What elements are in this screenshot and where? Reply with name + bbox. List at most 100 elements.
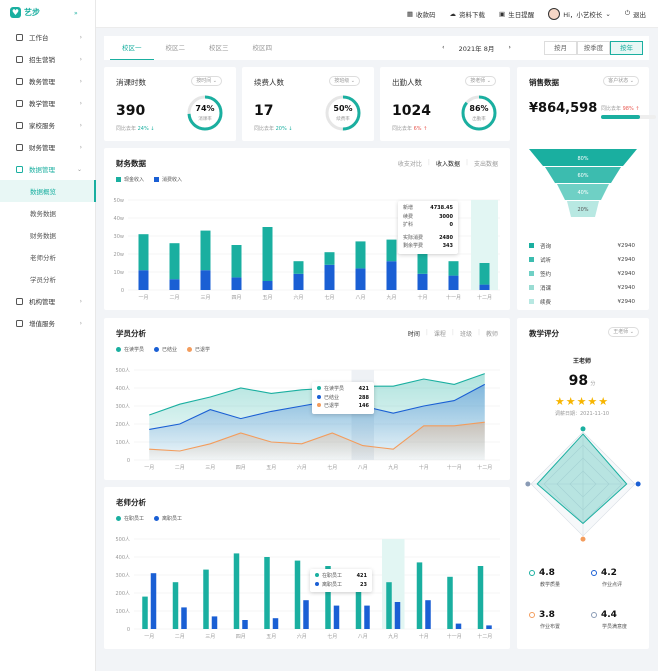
bar-consume	[200, 270, 211, 290]
bar-consume	[262, 281, 273, 290]
download-link[interactable]: ☁ 资料下载	[450, 9, 486, 19]
kpi-ring: 50% 续费率	[324, 94, 362, 132]
finance-card: 财务数据 收支对比 | 收入数据 | 支出数据 现金收入 消费收入 0 10w 20w 3…	[104, 148, 510, 310]
tab-income[interactable]: 收入数据	[435, 161, 460, 168]
legend-item[interactable]: 已结业	[154, 346, 177, 353]
tab-campus-1[interactable]: 校区一	[110, 36, 154, 60]
sidebar-item-org[interactable]: 机构管理 ›	[0, 290, 96, 312]
tooltip-row: 剩余学费 343	[403, 242, 453, 251]
tooltip-value: 146	[358, 403, 369, 409]
tooltip-value: 343	[442, 243, 453, 249]
y-tick-label: 200人	[115, 591, 130, 597]
period-quarter-button[interactable]: 按季度	[577, 41, 610, 55]
tab-teacher[interactable]: 教师	[485, 331, 498, 338]
bar-consume	[479, 284, 490, 290]
tab-class[interactable]: 班级	[459, 331, 472, 338]
legend-item[interactable]: 在读学员	[116, 346, 144, 353]
tab-time[interactable]: 时间	[407, 331, 420, 338]
kpi-compare-label: 同比去年	[392, 126, 413, 132]
kpi-title: 消课时数	[116, 78, 146, 87]
sales-compare-label: 同比去年	[601, 106, 622, 112]
sidebar-subitem-overview[interactable]: 数据概览	[0, 180, 96, 202]
sidebar-subitem-academic-data[interactable]: 教务数据	[30, 210, 56, 218]
sidebar-item-academic[interactable]: 教务管理 ›	[0, 70, 96, 92]
x-tick-label: 一月	[138, 295, 148, 301]
birthday-label: 生日提醒	[508, 10, 535, 19]
period-month-button[interactable]: 按月	[544, 41, 577, 55]
legend-item[interactable]: 现金收入	[116, 176, 144, 183]
tab-compare[interactable]: 收支对比	[397, 161, 422, 168]
bar-consume	[324, 264, 335, 290]
x-tick-label: 七月	[327, 464, 337, 471]
legend-label: 离职员工	[162, 516, 183, 522]
x-tick-label: 十二月	[477, 294, 492, 301]
list-item: 续费 ¥2940	[529, 295, 635, 309]
user-menu[interactable]: Hi，小艺校长 ⌄	[548, 7, 611, 20]
sidebar-item-value-added[interactable]: 增值服务 ›	[0, 312, 96, 334]
tab-campus-4[interactable]: 校区四	[252, 44, 273, 52]
sales-compare-value: 98% ↑	[622, 106, 640, 112]
funnel-label-4: 20%	[577, 207, 588, 213]
tooltip-value: 421	[358, 386, 369, 392]
next-month-icon[interactable]: ›	[508, 43, 511, 51]
gift-icon: ▣	[499, 9, 506, 18]
kpi-value: 17	[254, 103, 274, 119]
list-item: 试听 ¥2940	[529, 253, 635, 267]
chevron-down-icon: ⌄	[76, 165, 82, 173]
funnel-level-2	[545, 167, 621, 183]
kpi-filter-select[interactable]: 按班级 ⌄	[329, 76, 360, 86]
data-icon	[16, 165, 23, 173]
rating-radar-chart	[525, 426, 641, 542]
tab-expense[interactable]: 支出数据	[473, 161, 498, 168]
tab-campus-2[interactable]: 校区二	[165, 44, 186, 52]
teacher-select[interactable]: 王老师 ⌄	[608, 327, 639, 337]
sales-filter-select[interactable]: 客户状态 ⌄	[603, 76, 639, 86]
logo[interactable]: ♥ 艺步	[10, 7, 40, 18]
sidebar-item-finance[interactable]: 财务管理 ›	[0, 136, 96, 158]
sidebar-subitem-finance-data[interactable]: 财务数据	[30, 232, 56, 240]
ring-icon	[591, 570, 597, 576]
y-tick-label: 10w	[114, 270, 124, 276]
logout-button[interactable]: ⏻ 退出	[625, 9, 646, 19]
x-tick-label: 八月	[358, 634, 368, 640]
sidebar-item-workbench[interactable]: 工作台 ›	[0, 26, 96, 48]
period-year-button[interactable]: 按年	[610, 41, 643, 55]
legend-item[interactable]: 离职员工	[154, 515, 182, 522]
tab-course[interactable]: 课程	[433, 331, 446, 338]
logout-label: 退出	[633, 10, 646, 19]
tooltip-row: 已退学 146	[317, 402, 369, 411]
kpi-filter-select[interactable]: 按时间 ⌄	[191, 76, 222, 86]
chevron-right-icon: ›	[79, 319, 82, 327]
sidebar-item-marketing[interactable]: 招生营销 ›	[0, 48, 96, 70]
kpi-card-lessons: 消课时数 按时间 ⌄ 390 同比去年 24% ↓ 74% 消课率	[104, 67, 236, 141]
bar-consume	[448, 275, 459, 290]
collapse-sidebar-icon[interactable]: »	[74, 10, 78, 17]
sidebar-item-teaching[interactable]: 教学管理 ›	[0, 92, 96, 114]
y-tick-label: 500人	[115, 537, 130, 543]
sidebar-item-data[interactable]: 数据管理 ⌄	[0, 158, 96, 180]
birthday-link[interactable]: ▣ 生日提醒	[499, 9, 534, 19]
x-tick-label: 八月	[358, 465, 368, 471]
chevron-right-icon: ›	[79, 77, 82, 85]
students-title: 学员分析	[116, 329, 146, 338]
sidebar-subitem-teacher-analysis[interactable]: 老师分析	[30, 254, 56, 262]
students-legend: 在读学员 已结业 已退学	[116, 346, 210, 353]
bar-consume	[386, 261, 397, 290]
legend-item[interactable]: 消费收入	[154, 176, 182, 183]
date-value[interactable]: 2021年 8月	[458, 45, 495, 53]
tab-campus-3[interactable]: 校区三	[209, 44, 229, 52]
kpi-filter-select[interactable]: 按老师 ⌄	[465, 76, 496, 86]
list-item: 签约 ¥2940	[529, 267, 635, 281]
collect-code-link[interactable]: ▦ 收款码	[407, 9, 436, 19]
tooltip-label: 已退学	[317, 402, 339, 411]
metric-value: 4.8	[539, 568, 555, 578]
x-tick-label: 三月	[205, 465, 215, 471]
legend-item[interactable]: 在职员工	[116, 515, 144, 522]
stage-swatch	[529, 271, 534, 276]
x-tick-label: 一月	[144, 465, 154, 471]
sidebar-subitem-student-analysis[interactable]: 学员分析	[30, 276, 56, 284]
sidebar-item-home-school[interactable]: 家校服务 ›	[0, 114, 96, 136]
legend-item[interactable]: 已退学	[187, 346, 210, 353]
prev-month-icon[interactable]: ‹	[442, 43, 445, 51]
teaching-icon	[16, 99, 23, 107]
